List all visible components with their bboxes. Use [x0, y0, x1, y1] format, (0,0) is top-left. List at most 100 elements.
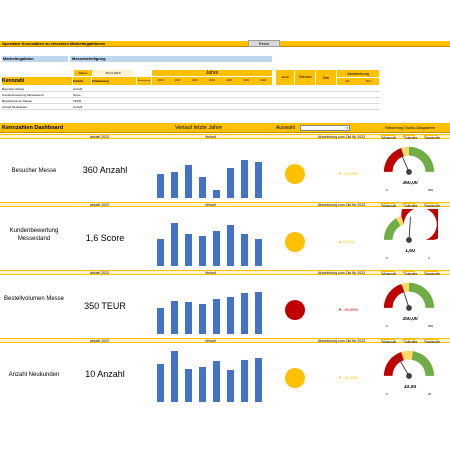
strip-aktuell: aktuell 2023: [90, 203, 109, 207]
trend-bar: [213, 299, 220, 334]
auswahl-dropdown[interactable]: ▾: [300, 125, 350, 131]
strip-maximum: Maximum: [424, 203, 441, 208]
trend-bar: [227, 370, 234, 402]
gauge-hub: [406, 169, 412, 175]
tacho-title: Steuerung Tacho-Diagramm: [385, 125, 435, 130]
gauge-segment: [383, 352, 404, 376]
table-row: Bestellvolumen Messe TEUR: [2, 98, 380, 104]
table-row: Anzahl Neukunden Anzahl: [2, 104, 380, 110]
trend-chart: [150, 348, 276, 402]
strip-minimum: Minimum: [381, 339, 397, 344]
col-abw-proz: Proz: [358, 78, 379, 85]
datum-value: 25.01.2023: [93, 70, 133, 76]
gauge-min: 0: [386, 189, 388, 192]
gauge-hub: [406, 305, 412, 311]
strip-toleranz: Toleranz: [403, 271, 418, 276]
kennzahl-rows: Besucher Messe Anzahl Kundenbewertung Me…: [2, 86, 380, 110]
trend-bar: [171, 172, 178, 198]
gauge-needle: [408, 216, 411, 240]
gauge-segment: [409, 146, 435, 172]
status-dot: [285, 232, 305, 252]
row-name: Besucher Messe: [2, 87, 25, 91]
kpi-strip: aktuell 2023 Verlauf Abweichung zum Ziel…: [0, 134, 450, 140]
trend-bar: [241, 234, 248, 266]
trend-bar: [185, 302, 192, 334]
tacho-gauge: [383, 282, 435, 311]
aktion-select[interactable]: Messebeteiligung: [70, 56, 272, 62]
strip-abweichung: Abweichung zum Ziel für 2023: [318, 135, 366, 139]
kennzahl-title: Kennzahl: [2, 77, 72, 85]
year-2021: 2021: [243, 79, 250, 82]
trend-bar: [255, 292, 262, 334]
strip-aktuell: aktuell 2023: [90, 271, 109, 275]
kpi-name: Anzahl Neukunden: [8, 372, 60, 378]
year-2020: 2020: [226, 79, 232, 82]
gauge-max: 30: [428, 393, 432, 396]
kpi-name: Bestellvolumen Messe: [3, 296, 65, 302]
tacho-gauge: [383, 209, 438, 243]
row-name: Kundenbewertung Messestand: [2, 93, 44, 97]
aktion-label: Marketingaktion: [2, 56, 68, 62]
gauge-max: 3: [428, 257, 430, 260]
tacho-gauge: [383, 350, 435, 379]
status-dot: [285, 300, 305, 320]
table-row: Kundenbewertung Messestand Score: [2, 92, 380, 98]
kpi-card: aktuell 2023 Verlauf Abweichung zum Ziel…: [0, 134, 450, 200]
strip-verlauf: Verlauf: [205, 203, 216, 207]
gauge-segment: [401, 350, 413, 361]
gauge-segment: [401, 209, 438, 240]
trend-bar: [199, 304, 206, 334]
kpi-name: Besucher Messe: [11, 168, 57, 174]
col-erlaeuterung: Erläuterung: [92, 77, 136, 85]
datum-label: Datum: [74, 70, 92, 76]
deviation-text: ▲ 6,67%: [338, 239, 355, 244]
strip-abweichung: Abweichung zum Ziel für 2023: [318, 271, 366, 275]
gauge-max: 900: [428, 189, 434, 192]
trend-bar: [157, 239, 164, 266]
jahre-header: Jahre: [152, 70, 272, 76]
kpi-value: 350 TEUR: [84, 301, 126, 311]
trend-bar: [241, 360, 248, 402]
gauge-needle: [399, 150, 410, 173]
col-abw-abs: Abs: [337, 78, 358, 85]
year-header-row: 2016 2017 2018 2019 2020 2021 2022: [152, 77, 272, 85]
kpi-value: 360 Anzahl: [82, 165, 128, 175]
table-row: Besucher Messe Anzahl: [2, 86, 380, 92]
year-2018: 2018: [192, 79, 198, 82]
gauge-segment: [401, 146, 409, 157]
strip-aktuell: aktuell 2023: [90, 135, 109, 139]
gauge-value: 350,00: [402, 317, 418, 322]
trend-chart: [150, 212, 276, 266]
gauge-segment: [409, 282, 435, 308]
strip-minimum: Minimum: [381, 203, 397, 208]
gauge-needle: [401, 285, 410, 309]
dashboard-title: Kennzahlen Dashboard: [2, 125, 64, 131]
gauge-segment: [411, 351, 435, 376]
kpi-card: aktuell 2023 Verlauf Abweichung zum Ziel…: [0, 202, 450, 268]
kpi-name: Kundenbewertung Messestand: [9, 228, 59, 242]
trend-bar: [213, 231, 220, 266]
strip-verlauf: Verlauf: [205, 135, 216, 139]
dashboard-header: Kennzahlen Dashboard Verlauf letzte Jahr…: [0, 123, 450, 133]
year-2022: 2022: [260, 79, 267, 82]
col-toleranz: Toleranz: [295, 70, 315, 85]
year-2017: 2017: [174, 79, 181, 82]
strip-maximum: Maximum: [424, 271, 441, 276]
trend-bar: [213, 361, 220, 402]
status-dot: [285, 164, 305, 184]
strip-maximum: Maximum: [424, 339, 441, 344]
row-unit: Anzahl: [73, 87, 83, 91]
strip-toleranz: Toleranz: [403, 135, 418, 140]
strip-maximum: Maximum: [424, 135, 441, 140]
trend-bar: [171, 301, 178, 334]
trend-bar: [171, 223, 178, 266]
reset-button[interactable]: Reset: [248, 40, 280, 47]
col-einheit: Einheit: [73, 77, 91, 85]
trend-bar: [213, 190, 220, 198]
kpi-value: 10 Anzahl: [85, 369, 125, 379]
trend-bar: [199, 177, 206, 198]
verlauf-title: Verlauf letzte Jahre: [175, 125, 223, 131]
trend-bar: [241, 293, 248, 334]
status-dot: [285, 368, 305, 388]
